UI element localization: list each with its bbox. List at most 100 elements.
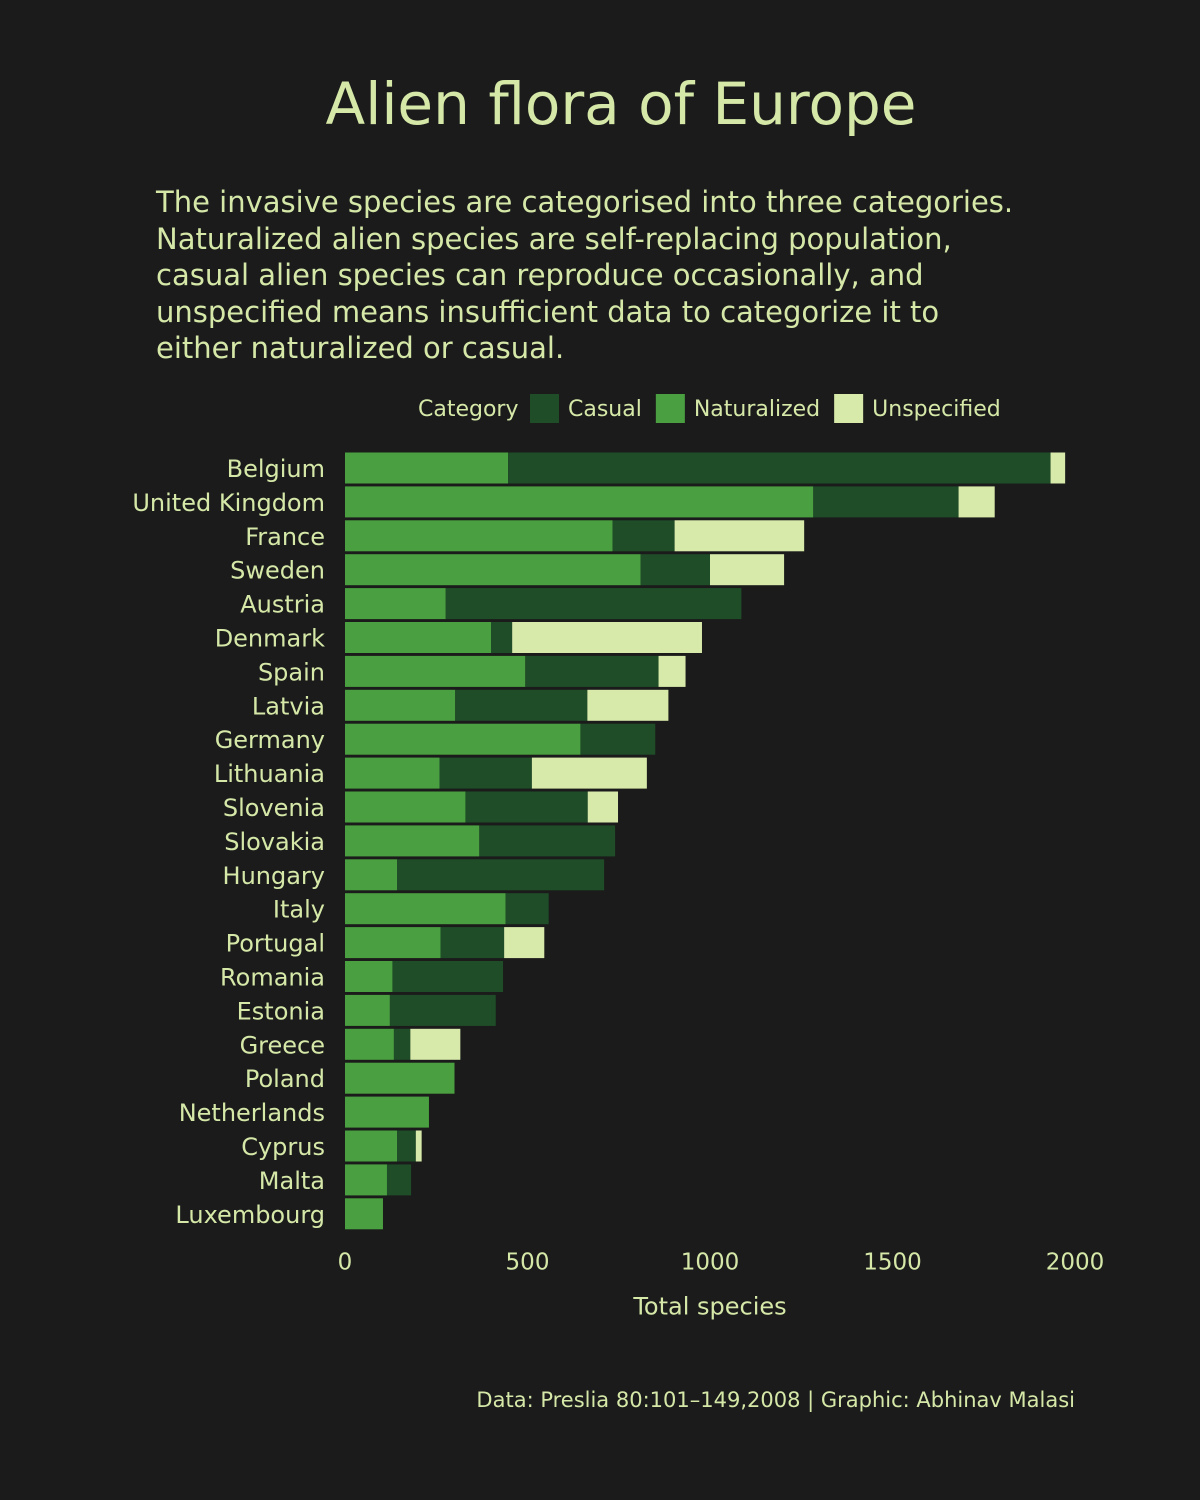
country-label-greece: Greece (240, 1031, 325, 1059)
bar-portugal-naturalized (345, 927, 441, 959)
bar-united-kingdom-casual (813, 486, 959, 518)
bar-cyprus-casual (397, 1130, 416, 1162)
bar-lithuania-casual (439, 757, 532, 789)
country-label-denmark: Denmark (215, 625, 325, 653)
bar-france-casual (612, 520, 675, 552)
bar-united-kingdom-unspecified (958, 486, 995, 518)
country-label-latvia: Latvia (252, 692, 325, 720)
chart-subtitle: The invasive species are categorised int… (156, 184, 1116, 367)
bar-portugal-casual (440, 927, 505, 959)
bar-cyprus-naturalized (345, 1130, 398, 1162)
country-label-united-kingdom: United Kingdom (132, 489, 325, 517)
chart-caption: Data: Preslia 80:101–149,2008 | Graphic:… (476, 1388, 1075, 1412)
country-label-portugal: Portugal (226, 930, 325, 958)
country-label-hungary: Hungary (223, 862, 325, 890)
legend-title: Category (418, 397, 519, 422)
country-label-lithuania: Lithuania (214, 760, 325, 788)
bar-romania-naturalized (345, 961, 393, 992)
bar-denmark-unspecified (512, 622, 702, 653)
bar-sweden-casual (640, 554, 710, 586)
country-label-spain: Spain (258, 658, 325, 686)
subtitle-line: unspecified means insufficient data to c… (156, 294, 940, 329)
bar-sweden-unspecified (710, 554, 785, 586)
bar-greece-unspecified (410, 1028, 461, 1060)
bar-cyprus-unspecified (415, 1130, 422, 1162)
country-label-belgium: Belgium (227, 455, 325, 483)
country-label-slovakia: Slovakia (224, 828, 325, 856)
bar-germany-casual (580, 723, 656, 755)
subtitle-line: The invasive species are categorised int… (156, 185, 1014, 219)
bar-denmark-casual (491, 622, 513, 653)
legend-label-naturalized: Naturalized (694, 397, 820, 422)
legend-swatch-naturalized (655, 394, 685, 423)
x-axis-label: Total species (632, 1292, 786, 1320)
bar-lithuania-unspecified (531, 757, 647, 789)
country-label-italy: Italy (273, 896, 325, 924)
bar-hungary-naturalized (345, 859, 398, 891)
x-tick-label: 500 (506, 1249, 550, 1275)
bar-france-unspecified (674, 520, 805, 552)
bar-sweden-naturalized (345, 554, 641, 586)
legend-swatch-casual (530, 394, 559, 423)
bar-spain-casual (525, 655, 659, 687)
country-label-poland: Poland (245, 1065, 325, 1093)
bar-belgium-naturalized (345, 452, 509, 484)
bar-slovenia-casual (465, 791, 588, 823)
legend-label-casual: Casual (568, 397, 642, 422)
bar-slovenia-unspecified (587, 791, 619, 823)
x-tick-label: 1000 (681, 1249, 740, 1275)
bar-united-kingdom-naturalized (345, 486, 814, 518)
bar-malta-casual (386, 1164, 412, 1196)
bar-slovakia-casual (479, 825, 616, 857)
bar-estonia-casual (389, 994, 496, 1026)
x-tick-label: 2000 (1046, 1249, 1105, 1275)
bar-estonia-naturalized (345, 994, 390, 1026)
bar-slovakia-naturalized (345, 825, 480, 857)
bar-belgium-unspecified (1050, 452, 1066, 484)
bar-latvia-naturalized (345, 689, 456, 721)
country-label-malta: Malta (259, 1167, 325, 1195)
bar-hungary-casual (397, 859, 605, 891)
bar-greece-naturalized (345, 1028, 394, 1060)
bar-italy-casual (505, 893, 549, 925)
bar-france-naturalized (345, 520, 613, 552)
chart-title: Alien flora of Europe (325, 70, 917, 138)
bar-latvia-casual (455, 689, 588, 721)
bar-portugal-unspecified (504, 927, 545, 959)
bar-belgium-casual (508, 452, 1051, 484)
country-label-sweden: Sweden (230, 557, 325, 585)
bar-malta-naturalized (345, 1164, 387, 1196)
legend-swatch-unspecified (834, 394, 864, 423)
bar-greece-casual (393, 1028, 411, 1060)
subtitle-line: Naturalized alien species are self-repla… (156, 221, 952, 256)
country-label-luxembourg: Luxembourg (175, 1201, 325, 1229)
bar-italy-naturalized (345, 893, 506, 925)
bar-spain-naturalized (345, 655, 526, 687)
bar-denmark-naturalized (345, 622, 491, 653)
bar-poland-naturalized (345, 1062, 455, 1094)
country-label-romania: Romania (220, 964, 325, 992)
bar-austria-casual (445, 588, 742, 620)
x-tick-label: 1500 (863, 1249, 922, 1275)
country-label-austria: Austria (240, 591, 325, 619)
bar-luxembourg-naturalized (345, 1198, 383, 1230)
bar-spain-unspecified (658, 655, 686, 687)
bar-austria-naturalized (345, 588, 446, 620)
subtitle-line: casual alien species can reproduce occas… (156, 258, 924, 292)
country-label-estonia: Estonia (237, 997, 325, 1025)
bar-netherlands-naturalized (345, 1096, 429, 1128)
country-label-cyprus: Cyprus (241, 1133, 325, 1161)
bar-latvia-unspecified (587, 689, 669, 721)
subtitle-line: either naturalized or casual. (156, 331, 565, 365)
country-label-netherlands: Netherlands (179, 1099, 325, 1127)
x-tick-label: 0 (338, 1249, 353, 1275)
legend-label-unspecified: Unspecified (872, 397, 1001, 422)
bar-romania-casual (392, 961, 504, 992)
country-label-germany: Germany (215, 726, 325, 754)
bar-germany-naturalized (345, 723, 581, 755)
bar-lithuania-naturalized (345, 757, 440, 789)
bar-slovenia-naturalized (345, 791, 466, 823)
country-label-slovenia: Slovenia (223, 794, 325, 822)
